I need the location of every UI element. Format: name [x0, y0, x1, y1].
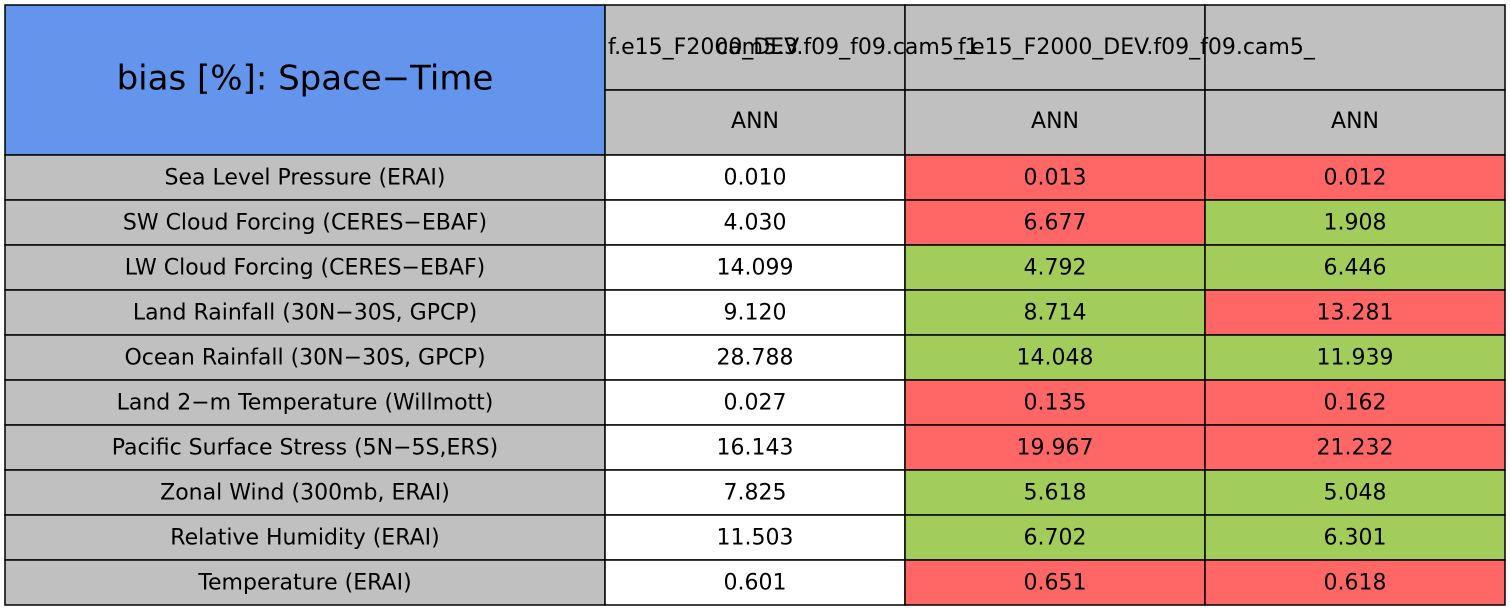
- value-cell: [604, 559, 906, 606]
- value-text: 6.446: [1324, 256, 1387, 281]
- value-text: 4.792: [1024, 256, 1087, 281]
- value-text: 0.010: [724, 166, 787, 191]
- value-text: 0.027: [724, 391, 787, 416]
- value-text: 0.651: [1024, 571, 1087, 596]
- value-cell: [604, 334, 906, 381]
- table-title: bias [%]: Space−Time: [117, 59, 494, 99]
- value-text: 14.048: [1017, 346, 1094, 371]
- value-text: 0.618: [1324, 571, 1387, 596]
- value-cell: [904, 154, 1206, 201]
- row-label: Ocean Rainfall (30N−30S, GPCP): [124, 346, 485, 371]
- value-cell: [1204, 514, 1506, 561]
- value-cell: [604, 199, 906, 246]
- value-cell: [604, 289, 906, 336]
- row-label: Temperature (ERAI): [197, 571, 411, 596]
- value-text: 16.143: [717, 436, 794, 461]
- row-label-cell: [4, 334, 606, 381]
- value-text: 13.281: [1317, 301, 1394, 326]
- value-text: 14.099: [717, 256, 794, 281]
- value-cell: [904, 469, 1206, 516]
- run-name: f.e15_F2000_DEV.f09_f09.cam5_: [958, 35, 1316, 60]
- value-text: 28.788: [717, 346, 794, 371]
- value-text: 0.012: [1324, 166, 1387, 191]
- row-label: Zonal Wind (300mb, ERAI): [160, 481, 450, 506]
- run-name: cam5.3: [716, 35, 798, 60]
- value-text: 6.301: [1324, 526, 1387, 551]
- value-text: 1.908: [1324, 211, 1387, 236]
- run-name: f.e15_F2000_DEV.f09_f09.cam5_1: [608, 35, 979, 60]
- header-cell: [904, 4, 1206, 91]
- row-label-cell: [4, 244, 606, 291]
- season-label: ANN: [1331, 109, 1379, 134]
- header-cell: [604, 89, 906, 156]
- value-cell: [1204, 379, 1506, 426]
- value-cell: [1204, 244, 1506, 291]
- row-label-cell: [4, 199, 606, 246]
- value-text: 0.135: [1024, 391, 1087, 416]
- value-text: 5.048: [1324, 481, 1387, 506]
- header-cell: [1204, 4, 1506, 91]
- value-text: 0.013: [1024, 166, 1087, 191]
- row-label: LW Cloud Forcing (CERES−EBAF): [125, 256, 486, 281]
- value-text: 9.120: [724, 301, 787, 326]
- row-label: Land 2−m Temperature (Willmott): [117, 391, 494, 416]
- row-label: Pacific Surface Stress (5N−5S,ERS): [112, 436, 498, 461]
- value-text: 6.702: [1024, 526, 1087, 551]
- value-cell: [904, 379, 1206, 426]
- title-cell: [4, 4, 606, 156]
- header-cell: [604, 4, 906, 91]
- value-cell: [1204, 334, 1506, 381]
- value-cell: [1204, 559, 1506, 606]
- value-cell: [904, 244, 1206, 291]
- value-cell: [604, 379, 906, 426]
- value-text: 6.677: [1024, 211, 1087, 236]
- value-cell: [904, 334, 1206, 381]
- value-cell: [904, 289, 1206, 336]
- row-label: SW Cloud Forcing (CERES−EBAF): [123, 211, 487, 236]
- season-label: ANN: [1031, 109, 1079, 134]
- value-text: 0.162: [1324, 391, 1387, 416]
- value-text: 0.601: [724, 571, 787, 596]
- value-cell: [904, 199, 1206, 246]
- row-label: Relative Humidity (ERAI): [170, 526, 439, 551]
- value-text: 8.714: [1024, 301, 1087, 326]
- value-cell: [604, 514, 906, 561]
- value-cell: [604, 244, 906, 291]
- row-label-cell: [4, 154, 606, 201]
- value-text: 11.939: [1317, 346, 1394, 371]
- value-cell: [1204, 424, 1506, 471]
- season-label: ANN: [731, 109, 779, 134]
- value-cell: [1204, 199, 1506, 246]
- row-label-cell: [4, 559, 606, 606]
- value-text: 21.232: [1317, 436, 1394, 461]
- value-text: 4.030: [724, 211, 787, 236]
- row-label: Land Rainfall (30N−30S, GPCP): [133, 301, 477, 326]
- value-cell: [904, 559, 1206, 606]
- value-cell: [604, 154, 906, 201]
- value-text: 11.503: [717, 526, 794, 551]
- row-label: Sea Level Pressure (ERAI): [165, 166, 446, 191]
- value-text: 5.618: [1024, 481, 1087, 506]
- value-cell: [1204, 289, 1506, 336]
- value-cell: [1204, 469, 1506, 516]
- value-text: 19.967: [1017, 436, 1094, 461]
- value-text: 7.825: [724, 481, 787, 506]
